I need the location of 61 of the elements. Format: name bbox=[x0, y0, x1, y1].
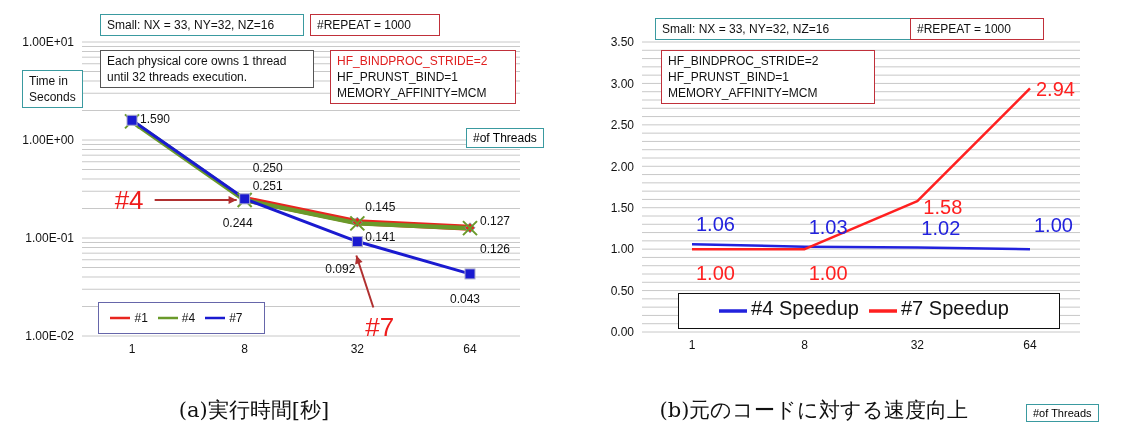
x-axis-title: #of Threads bbox=[1026, 404, 1099, 422]
x-tick-label: 8 bbox=[801, 337, 809, 352]
x-tick-label: 32 bbox=[910, 337, 925, 352]
data-label: 0.092 bbox=[325, 261, 356, 276]
data-label: 0.251 bbox=[252, 179, 284, 193]
data-label: 0.250 bbox=[252, 161, 284, 176]
annotation: #4 bbox=[114, 184, 144, 215]
y-tick-label: 3.00 bbox=[610, 76, 635, 91]
text: (b)元のコードに対する速度向上 bbox=[659, 398, 969, 422]
y-tick-label: 1.00E-02 bbox=[25, 329, 75, 344]
note-box: Each physical core owns 1 thread until 32 threads execution. bbox=[100, 50, 314, 88]
data-label: 1.58 bbox=[923, 196, 963, 219]
data-label: 1.00 bbox=[696, 262, 735, 285]
y-tick-label: 2.00 bbox=[610, 159, 635, 174]
annotation: HF_BINDPROC_STRIDE=2 HF_PRUNST_BIND=1 MEMORY_AFFINITY=MCM bbox=[337, 53, 489, 101]
text: (a)実行時間[秒] bbox=[177, 397, 331, 424]
y-tick-label: 1.50 bbox=[610, 200, 635, 215]
x-tick-label: 1 bbox=[688, 337, 696, 352]
data-label: 1.590 bbox=[140, 112, 171, 127]
data-label: 2.94 bbox=[1036, 77, 1075, 100]
data-label: 0.043 bbox=[450, 292, 481, 307]
note-box: Time in Seconds bbox=[22, 70, 83, 108]
y-axis-title: Time in Seconds bbox=[29, 73, 76, 105]
data-label: 1.00 bbox=[1034, 214, 1073, 237]
data-label: 1.03 bbox=[808, 215, 848, 238]
data-label: 1.06 bbox=[696, 213, 735, 236]
note-box: Small: NX = 33, NY=32, NZ=16 bbox=[655, 18, 911, 40]
note-box: #REPEAT = 1000 bbox=[910, 18, 1044, 40]
x-tick-label: 64 bbox=[1023, 337, 1037, 352]
y-tick-label: 1.00E+01 bbox=[22, 35, 75, 50]
note-box: HF_BINDPROC_STRIDE=2 HF_PRUNST_BIND=1 MEMORY_AFFINITY=MCM bbox=[661, 50, 875, 104]
data-label: 0.145 bbox=[365, 200, 396, 215]
annotation: #7 bbox=[365, 312, 395, 343]
y-tick-label: 1.00 bbox=[610, 242, 635, 257]
x-tick-label: 1 bbox=[128, 341, 136, 356]
note-box: Small: NX = 33, NY=32, NZ=16 bbox=[100, 14, 304, 36]
data-label: 0.141 bbox=[365, 229, 396, 244]
data-label: 0.126 bbox=[480, 242, 511, 257]
y-tick-label: 2.50 bbox=[610, 118, 635, 133]
annotation: Each physical core owns 1 thread until 32 threads execution. bbox=[107, 53, 288, 85]
data-label: 0.244 bbox=[222, 216, 254, 231]
note-box: HF_BINDPROC_STRIDE=2 HF_PRUNST_BIND=1 MEMORY_AFFINITY=MCM bbox=[330, 50, 516, 104]
legend-label: #4 Speedup bbox=[751, 297, 859, 320]
x-axis-title: #of Threads bbox=[466, 128, 544, 148]
y-tick-label: 3.50 bbox=[610, 35, 635, 50]
annotation: HF_BINDPROC_STRIDE=2 HF_PRUNST_BIND=1 MEMORY_AFFINITY=MCM bbox=[668, 53, 820, 101]
data-label: 0.127 bbox=[480, 214, 511, 228]
y-tick-label: 1.00E+00 bbox=[22, 133, 75, 148]
x-tick-label: 32 bbox=[350, 341, 365, 356]
x-tick-label: 64 bbox=[463, 341, 477, 356]
legend-label: #1 bbox=[134, 311, 148, 326]
y-tick-label: 1.00E-01 bbox=[25, 231, 75, 246]
x-tick-label: 8 bbox=[241, 341, 249, 356]
data-label: 1.02 bbox=[921, 216, 961, 239]
legend-label: #4 bbox=[181, 311, 196, 326]
note-box: #REPEAT = 1000 bbox=[310, 14, 440, 36]
legend-label: #7 bbox=[229, 311, 243, 326]
legend-label: #7 Speedup bbox=[901, 297, 1009, 320]
y-tick-label: 0.00 bbox=[610, 325, 635, 340]
y-tick-label: 0.50 bbox=[610, 283, 635, 298]
data-label: 1.00 bbox=[808, 262, 848, 285]
